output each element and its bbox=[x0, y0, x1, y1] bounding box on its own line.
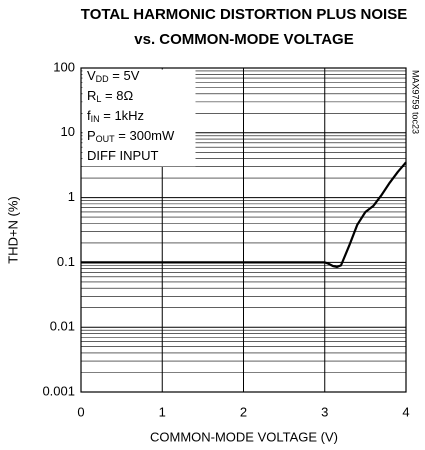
annotation-sub: L bbox=[96, 94, 101, 104]
y-tick-label: 0.01 bbox=[50, 319, 75, 334]
y-tick-label: 0.1 bbox=[57, 254, 75, 269]
data-line bbox=[81, 161, 407, 269]
annotation-main: V bbox=[87, 68, 96, 83]
y-tick-label: 0.001 bbox=[42, 383, 75, 398]
x-tick-label: 0 bbox=[77, 404, 84, 419]
annotation: DIFF INPUT bbox=[87, 148, 159, 163]
annotation: RL = 8Ω bbox=[87, 88, 133, 104]
chart-title: vs. COMMON-MODE VOLTAGE bbox=[134, 31, 353, 48]
annotation-main: P bbox=[87, 128, 96, 143]
y-tick-label: 10 bbox=[61, 124, 75, 139]
annotation-text: = 5V bbox=[109, 68, 140, 83]
annotation: fIN = 1kHz bbox=[87, 108, 144, 124]
x-tick-label: 1 bbox=[159, 404, 166, 419]
annotation-sub: IN bbox=[91, 114, 100, 124]
plot-frame bbox=[80, 67, 407, 393]
annotation: POUT = 300mW bbox=[87, 128, 175, 144]
x-tick-label: 3 bbox=[321, 404, 328, 419]
annotation-sub: DD bbox=[96, 74, 109, 84]
annotation-main: f bbox=[87, 108, 91, 123]
chart-title: TOTAL HARMONIC DISTORTION PLUS NOISE bbox=[81, 6, 407, 23]
annotation-box bbox=[82, 69, 196, 167]
annotation-text: = 300mW bbox=[115, 128, 175, 143]
y-tick-label: 1 bbox=[68, 189, 75, 204]
annotation: VDD = 5V bbox=[87, 68, 140, 84]
annotation-main: DIFF INPUT bbox=[87, 148, 159, 163]
annotation-text: = 8Ω bbox=[101, 88, 133, 103]
x-axis-label: COMMON-MODE VOLTAGE (V) bbox=[150, 429, 338, 444]
annotation-sub: OUT bbox=[96, 134, 116, 144]
x-tick-label: 2 bbox=[240, 404, 247, 419]
side-note: MAX9759 toc23 bbox=[411, 70, 421, 134]
y-tick-label: 100 bbox=[53, 59, 75, 74]
annotation-main: R bbox=[87, 88, 96, 103]
x-tick-label: 4 bbox=[402, 404, 409, 419]
annotation-text: = 1kHz bbox=[100, 108, 144, 123]
y-axis-label: THD+N (%) bbox=[5, 196, 20, 264]
